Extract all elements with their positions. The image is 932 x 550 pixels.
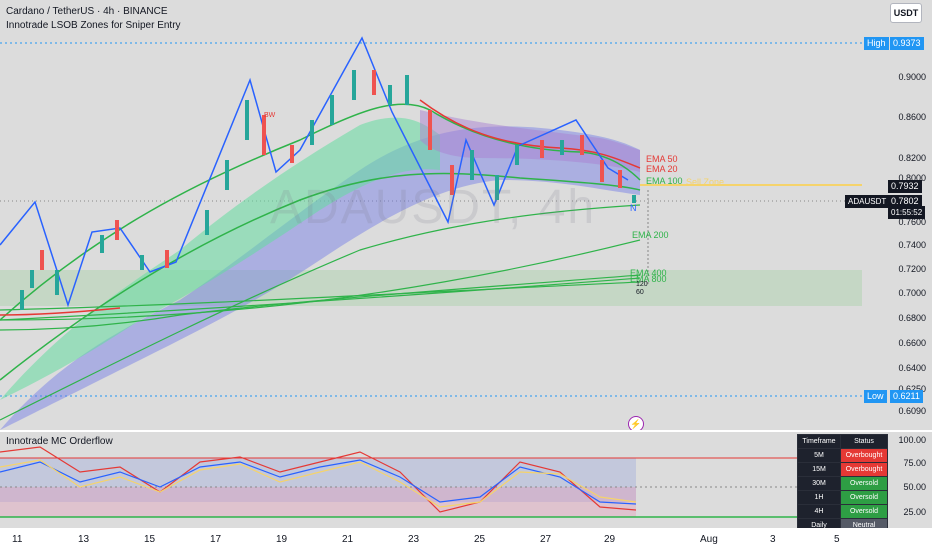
time-tick: 11 bbox=[12, 534, 23, 545]
high-value-tag: 0.9373 bbox=[890, 37, 924, 50]
osc-axis-tick: 75.00 bbox=[903, 458, 926, 468]
osc-blue-line bbox=[0, 459, 637, 505]
osc-axis-tick: 100.00 bbox=[898, 435, 926, 445]
price-tick: 0.6800 bbox=[898, 313, 926, 323]
price-chart-canvas[interactable] bbox=[0, 0, 932, 432]
table-row: 1H Oversold bbox=[797, 490, 888, 505]
status-badge: Overbought bbox=[840, 462, 888, 477]
table-row: 15M Overbought bbox=[797, 462, 888, 477]
status-badge: Oversold bbox=[840, 476, 888, 491]
time-tick: 23 bbox=[408, 534, 420, 545]
price-tick: 0.7400 bbox=[898, 240, 926, 250]
n-marker: N bbox=[630, 203, 637, 213]
ema-20-label: EMA 20 bbox=[646, 164, 678, 174]
level-120-label: 120 bbox=[636, 281, 648, 288]
currency-button[interactable]: USDT bbox=[890, 3, 922, 23]
price-tick: 0.7000 bbox=[898, 288, 926, 298]
pane-separator[interactable] bbox=[0, 430, 932, 432]
high-tag: High bbox=[864, 37, 889, 50]
price-tick: 0.7200 bbox=[898, 264, 926, 274]
oscillator-pane[interactable]: 100.00 75.00 50.00 25.00 bbox=[0, 432, 932, 528]
timeframe-cell: 4H bbox=[797, 504, 841, 519]
osc-axis-tick: 25.00 bbox=[903, 507, 926, 517]
low-value-tag: 0.6211 bbox=[890, 390, 923, 403]
candles bbox=[20, 70, 636, 310]
price-chart-pane[interactable]: Cardano / TetherUS · 4h · BINANCE Innotr… bbox=[0, 0, 932, 432]
ask-price-tag: 0.7802 bbox=[888, 195, 922, 208]
status-badge: Oversold bbox=[840, 504, 888, 519]
price-tick: 0.6090 bbox=[898, 406, 926, 416]
price-tick: 0.6250 bbox=[898, 384, 926, 394]
ema-red-left bbox=[0, 307, 121, 316]
timeframe-cell: 5M bbox=[797, 448, 841, 463]
ema-red-right bbox=[419, 99, 641, 169]
symbol-line: Cardano / TetherUS · 4h · BINANCE bbox=[6, 6, 168, 17]
time-tick: 5 bbox=[834, 534, 840, 545]
time-tick: 3 bbox=[770, 534, 776, 545]
oscillator-canvas[interactable] bbox=[0, 432, 932, 528]
timeframe-cell: 15M bbox=[797, 462, 841, 477]
osc-red-line bbox=[0, 446, 637, 513]
ema-200-label: EMA 200 bbox=[632, 230, 669, 240]
low-tag: Low bbox=[864, 390, 887, 403]
table-header-timeframe: Timeframe bbox=[797, 434, 841, 449]
price-tick: 0.6400 bbox=[898, 363, 926, 373]
ema-50-label: EMA 50 bbox=[646, 154, 678, 164]
time-tick: 17 bbox=[210, 534, 222, 545]
osc-axis-tick: 50.00 bbox=[903, 482, 926, 492]
timeframe-status-table: Timeframe Status 5M Overbought 15M Overb… bbox=[797, 434, 888, 533]
price-tick: 0.8200 bbox=[898, 153, 926, 163]
table-header-status: Status bbox=[840, 434, 888, 449]
countdown-tag: 01:55:52 bbox=[888, 206, 926, 219]
time-tick: 15 bbox=[144, 534, 156, 545]
time-tick: 13 bbox=[78, 534, 90, 545]
price-tick: 0.8000 bbox=[898, 173, 926, 183]
time-tick: 27 bbox=[540, 534, 552, 545]
price-tick: 0.9000 bbox=[898, 72, 926, 82]
time-tick: Aug bbox=[700, 534, 718, 545]
table-row: 30M Oversold bbox=[797, 476, 888, 491]
ema-800-label: EMA 800 bbox=[630, 274, 667, 284]
timeframe-cell: 30M bbox=[797, 476, 841, 491]
status-badge: Oversold bbox=[840, 490, 888, 505]
level-60-label: 60 bbox=[636, 289, 644, 296]
table-row: 4H Oversold bbox=[797, 504, 888, 519]
sell-zone-label: Sell Zone bbox=[686, 177, 725, 187]
time-axis[interactable]: 11 13 15 17 19 21 23 25 27 29 Aug 3 5 bbox=[0, 528, 932, 550]
symbol-watermark: ADAUSDT, 4h bbox=[270, 181, 597, 234]
status-badge: Overbought bbox=[840, 448, 888, 463]
ema-cloud-green bbox=[0, 117, 440, 400]
time-tick: 25 bbox=[474, 534, 486, 545]
ema-400-label: EMA 400 bbox=[630, 268, 667, 278]
chart-title: Cardano / TetherUS · 4h · BINANCE Innotr… bbox=[6, 5, 181, 33]
indicator-line: Innotrade LSOB Zones for Sniper Entry bbox=[6, 20, 181, 31]
table-row: 5M Overbought bbox=[797, 448, 888, 463]
time-tick: 19 bbox=[276, 534, 288, 545]
oscillator-title: Innotrade MC Orderflow bbox=[6, 436, 113, 447]
time-tick: 21 bbox=[342, 534, 354, 545]
ema-extra-line bbox=[0, 274, 641, 331]
current-price-tag: 0.7932 bbox=[888, 180, 922, 193]
price-tick: 0.8600 bbox=[898, 112, 926, 122]
bw-marker: BW bbox=[264, 112, 276, 119]
ema-50-line bbox=[0, 172, 641, 381]
price-tick: 0.6600 bbox=[898, 338, 926, 348]
time-tick: 29 bbox=[604, 534, 616, 545]
timeframe-cell: 1H bbox=[797, 490, 841, 505]
osc-lower-band bbox=[0, 487, 636, 517]
ema-100-label: EMA 100 bbox=[646, 176, 683, 186]
ema-100-line bbox=[0, 204, 641, 421]
ema-800-line bbox=[0, 281, 641, 311]
osc-yellow-line bbox=[0, 459, 637, 508]
price-tick: 0.7600 bbox=[898, 217, 926, 227]
